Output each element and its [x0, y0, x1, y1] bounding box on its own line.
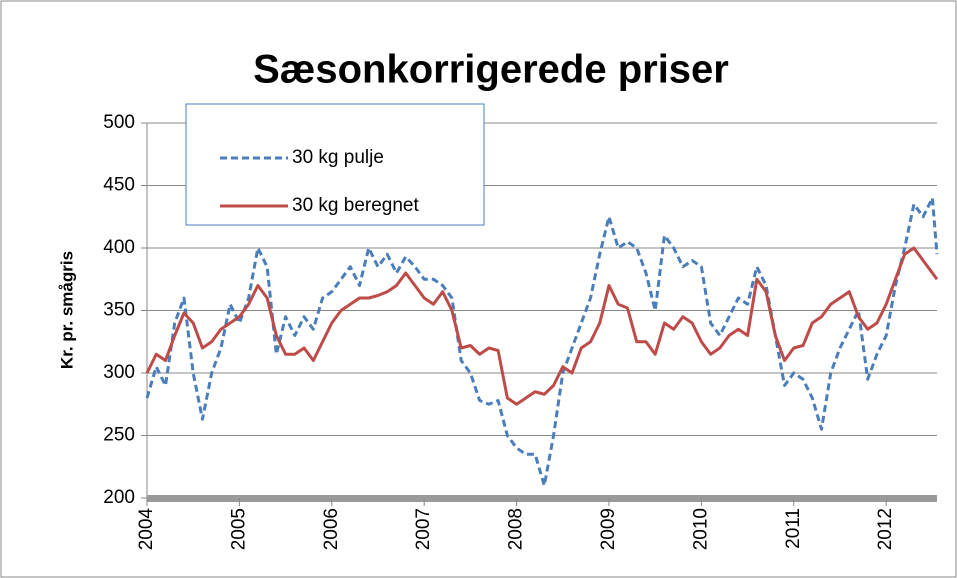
x-tick-label: 2010	[690, 508, 711, 550]
x-axis-band	[147, 495, 937, 502]
legend-label: 30 kg pulje	[292, 147, 384, 168]
x-tick-label: 2009	[598, 508, 619, 550]
x-tick-label: 2004	[136, 508, 157, 551]
x-tick-label: 2007	[413, 508, 434, 550]
x-tick-label: 2005	[228, 508, 249, 550]
y-tick-label: 300	[103, 362, 135, 383]
x-tick-label: 2012	[875, 508, 896, 550]
y-tick-label: 250	[103, 425, 135, 446]
x-tick-label: 2008	[506, 508, 527, 550]
series-line	[145, 246, 939, 406]
x-tick-label: 2011	[783, 508, 804, 549]
legend-label: 30 kg beregnet	[292, 195, 419, 216]
y-axis-label: Kr. pr. smågris	[57, 251, 76, 369]
y-tick-label: 450	[103, 175, 135, 196]
y-tick-label: 500	[103, 112, 135, 133]
y-tick-label: 350	[103, 300, 135, 321]
chart-title: Sæsonkorrigerede priser	[253, 48, 729, 92]
y-tick-label: 400	[103, 237, 135, 258]
y-tick-label: 200	[103, 487, 135, 508]
x-tick-label: 2006	[321, 508, 342, 550]
